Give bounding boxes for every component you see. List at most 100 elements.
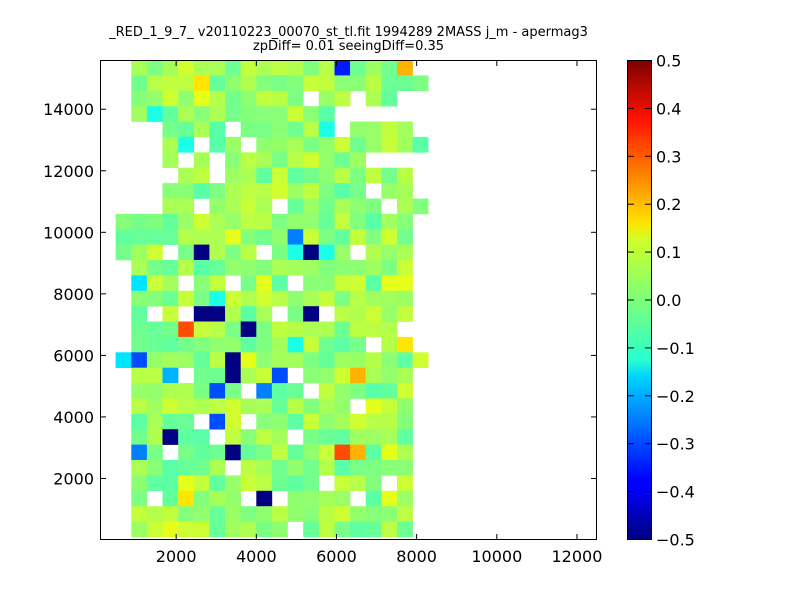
heatmap-cell xyxy=(256,444,273,461)
heatmap-cell xyxy=(131,383,148,399)
heatmap-cell xyxy=(350,321,366,338)
heatmap-cell xyxy=(365,213,382,230)
heatmap-cell xyxy=(146,229,163,245)
heatmap-cell xyxy=(162,121,179,138)
heatmap-cell xyxy=(256,75,273,92)
heatmap-cell xyxy=(303,336,320,353)
heatmap-cell xyxy=(240,229,257,245)
heatmap-cell xyxy=(209,521,226,538)
heatmap-cell xyxy=(271,106,288,122)
heatmap-cell xyxy=(303,460,320,476)
heatmap-cell xyxy=(381,213,398,230)
colorbar-ticks: 0.5 0.4 0.3 0.2 0.1 0.0 −0.1 −0.2 −0.3 −0.4 −0.5 xyxy=(627,52,695,550)
heatmap-cell xyxy=(318,106,335,122)
heatmap-cell xyxy=(318,198,335,215)
heatmap-cell xyxy=(178,136,195,153)
heatmap-cell xyxy=(365,167,382,184)
heatmap-cell xyxy=(240,275,257,292)
heatmap-cell xyxy=(334,506,351,522)
heatmap-cell xyxy=(381,90,398,107)
colorbar-tick-label: 0.2 xyxy=(656,195,681,214)
heatmap-cell xyxy=(381,429,398,445)
heatmap-cell xyxy=(397,290,413,307)
heatmap-cell xyxy=(381,229,398,245)
heatmap-cell xyxy=(131,90,148,107)
heatmap-cell xyxy=(381,183,398,199)
heatmap-cell xyxy=(397,260,413,276)
heatmap-cell xyxy=(318,90,335,107)
heatmap-cell xyxy=(162,290,179,307)
heatmap-cell xyxy=(146,383,163,399)
colorbar-tick-label: −0.3 xyxy=(656,435,695,454)
heatmap-cell xyxy=(162,260,179,276)
heatmap-cell xyxy=(381,121,398,138)
heatmap-cell xyxy=(365,290,382,307)
heatmap-cell xyxy=(209,275,226,292)
heatmap-cell xyxy=(209,306,226,322)
heatmap-cell xyxy=(225,244,241,261)
heatmap-cell xyxy=(162,136,179,153)
heatmap-cell xyxy=(178,260,195,276)
heatmap-cell xyxy=(162,275,179,292)
heatmap-cell xyxy=(209,413,226,430)
heatmap-cell xyxy=(397,167,413,184)
heatmap-cell xyxy=(334,444,351,461)
heatmap-cell xyxy=(178,383,195,399)
heatmap-cell xyxy=(381,306,398,322)
heatmap-cell xyxy=(271,152,288,168)
heatmap-cell xyxy=(318,506,335,522)
heatmap-cell xyxy=(350,290,366,307)
heatmap-cell xyxy=(365,60,382,76)
x-tick-label: 6000 xyxy=(316,547,357,566)
heatmap-cell xyxy=(303,506,320,522)
heatmap-cell xyxy=(162,90,179,107)
heatmap-cell xyxy=(350,336,366,353)
heatmap-cell xyxy=(397,229,413,245)
heatmap-cell xyxy=(397,460,413,476)
heatmap-cell xyxy=(240,244,257,261)
heatmap-cell xyxy=(397,60,413,76)
heatmap-cell xyxy=(240,290,257,307)
heatmap-cell xyxy=(162,213,179,230)
heatmap-cell xyxy=(209,290,226,307)
heatmap-cell xyxy=(209,367,226,384)
heatmap-cell xyxy=(365,136,382,153)
heatmap-cell xyxy=(350,152,366,168)
heatmap-cell xyxy=(287,506,304,522)
heatmap-cell xyxy=(334,352,351,368)
heatmap-cell xyxy=(162,198,179,215)
heatmap-cell xyxy=(397,367,413,384)
heatmap-cell xyxy=(162,60,179,76)
heatmap-cell xyxy=(318,490,335,507)
heatmap-cell xyxy=(271,60,288,76)
heatmap-cell xyxy=(318,213,335,230)
heatmap-cell xyxy=(209,460,226,476)
y-tick-label: 4000 xyxy=(53,408,94,427)
heatmap-cell xyxy=(256,60,273,76)
heatmap-cell xyxy=(271,475,288,492)
heatmap-cell xyxy=(146,475,163,492)
heatmap-cell xyxy=(131,306,148,322)
heatmap-cell xyxy=(271,183,288,199)
heatmap-cell xyxy=(256,306,273,322)
heatmap-cell xyxy=(131,352,148,368)
heatmap-cell xyxy=(178,336,195,353)
heatmap-cell xyxy=(271,336,288,353)
heatmap-cell xyxy=(381,460,398,476)
y-tick-label: 10000 xyxy=(43,223,94,242)
heatmap-cell xyxy=(287,106,304,122)
heatmap-cell xyxy=(365,383,382,399)
y-tick-label: 14000 xyxy=(43,100,94,119)
heatmap-cell xyxy=(334,367,351,384)
heatmap-cell xyxy=(209,336,226,353)
heatmap-cell xyxy=(397,352,413,368)
x-axis: 2000 4000 6000 8000 10000 12000 xyxy=(156,60,602,566)
heatmap-cell xyxy=(287,490,304,507)
heatmap-cell xyxy=(162,398,179,415)
heatmap-cell xyxy=(271,521,288,538)
heatmap-cell xyxy=(162,367,179,384)
heatmap-cell xyxy=(365,275,382,292)
heatmap-cell xyxy=(209,321,226,338)
heatmap-cell xyxy=(334,398,351,415)
